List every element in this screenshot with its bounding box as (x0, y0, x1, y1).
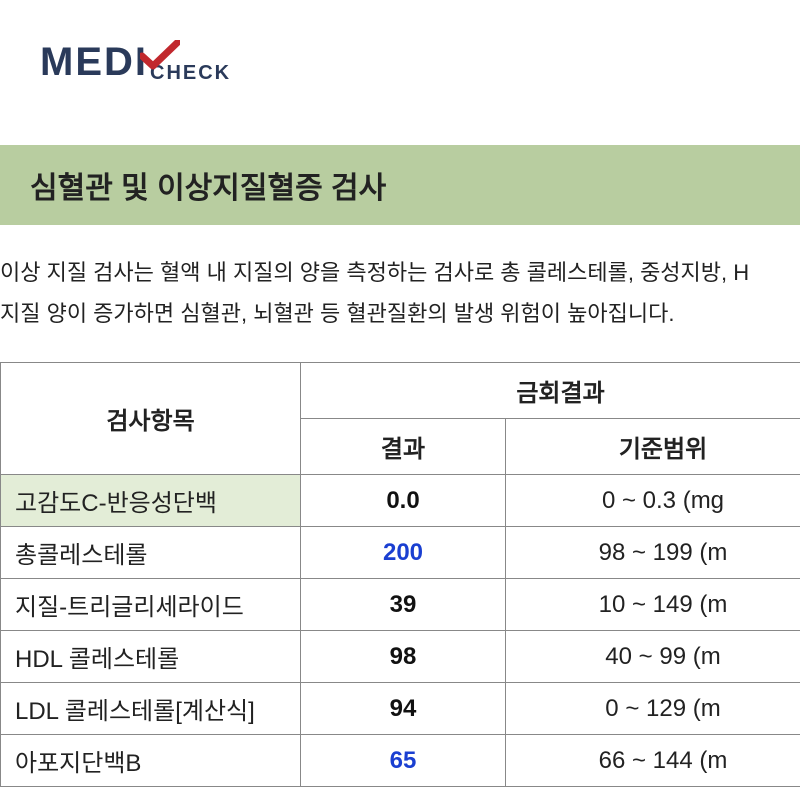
logo-text-main: MEDI (40, 40, 148, 85)
item-cell: 고감도C-반응성단백 (1, 475, 301, 527)
table-body: 고감도C-반응성단백0.00 ~ 0.3 (mg총콜레스테롤20098 ~ 19… (1, 475, 800, 787)
section-description: 이상 지질 검사는 혈액 내 지질의 양을 측정하는 검사로 총 콜레스테롤, … (0, 225, 800, 362)
table-row: 아포지단백B6566 ~ 144 (m (1, 735, 800, 787)
item-cell: 총콜레스테롤 (1, 527, 301, 579)
range-cell: 0 ~ 0.3 (mg (506, 475, 800, 527)
header-range: 기준범위 (506, 419, 800, 475)
header-result: 결과 (301, 419, 506, 475)
result-cell: 0.0 (301, 475, 506, 527)
description-line-1: 이상 지질 검사는 혈액 내 지질의 양을 측정하는 검사로 총 콜레스테롤, … (0, 253, 800, 294)
table-row: LDL 콜레스테롤[계산식]940 ~ 129 (m (1, 683, 800, 735)
section-title: 심혈관 및 이상지질혈증 검사 (30, 163, 770, 207)
description-line-2: 지질 양이 증가하면 심혈관, 뇌혈관 등 혈관질환의 발생 위험이 높아집니다… (0, 294, 800, 335)
results-table: 검사항목 금회결과 결과 기준범위 고감도C-반응성단백0.00 ~ 0.3 (… (0, 362, 800, 787)
range-cell: 66 ~ 144 (m (506, 735, 800, 787)
result-cell: 65 (301, 735, 506, 787)
table-row: HDL 콜레스테롤9840 ~ 99 (m (1, 631, 800, 683)
item-cell: 지질-트리글리세라이드 (1, 579, 301, 631)
table-row: 지질-트리글리세라이드3910 ~ 149 (m (1, 579, 800, 631)
item-cell: 아포지단백B (1, 735, 301, 787)
range-cell: 0 ~ 129 (m (506, 683, 800, 735)
table-row: 총콜레스테롤20098 ~ 199 (m (1, 527, 800, 579)
logo-sub-wrap: CHECK (150, 62, 231, 85)
table-row: 고감도C-반응성단백0.00 ~ 0.3 (mg (1, 475, 800, 527)
section-title-bar: 심혈관 및 이상지질혈증 검사 (0, 145, 800, 225)
result-cell: 94 (301, 683, 506, 735)
result-cell: 98 (301, 631, 506, 683)
range-cell: 40 ~ 99 (m (506, 631, 800, 683)
result-cell: 39 (301, 579, 506, 631)
header-group: 금회결과 (301, 363, 800, 419)
checkmark-icon (140, 40, 180, 70)
brand-logo: MEDI CHECK (40, 40, 800, 85)
range-cell: 98 ~ 199 (m (506, 527, 800, 579)
header-item: 검사항목 (1, 363, 301, 475)
item-cell: LDL 콜레스테롤[계산식] (1, 683, 301, 735)
report-page: MEDI CHECK 심혈관 및 이상지질혈증 검사 이상 지질 검사는 혈액 … (0, 0, 800, 800)
item-cell: HDL 콜레스테롤 (1, 631, 301, 683)
table-header: 검사항목 금회결과 결과 기준범위 (1, 363, 800, 475)
result-cell: 200 (301, 527, 506, 579)
range-cell: 10 ~ 149 (m (506, 579, 800, 631)
checkmark-stroke (142, 42, 178, 66)
